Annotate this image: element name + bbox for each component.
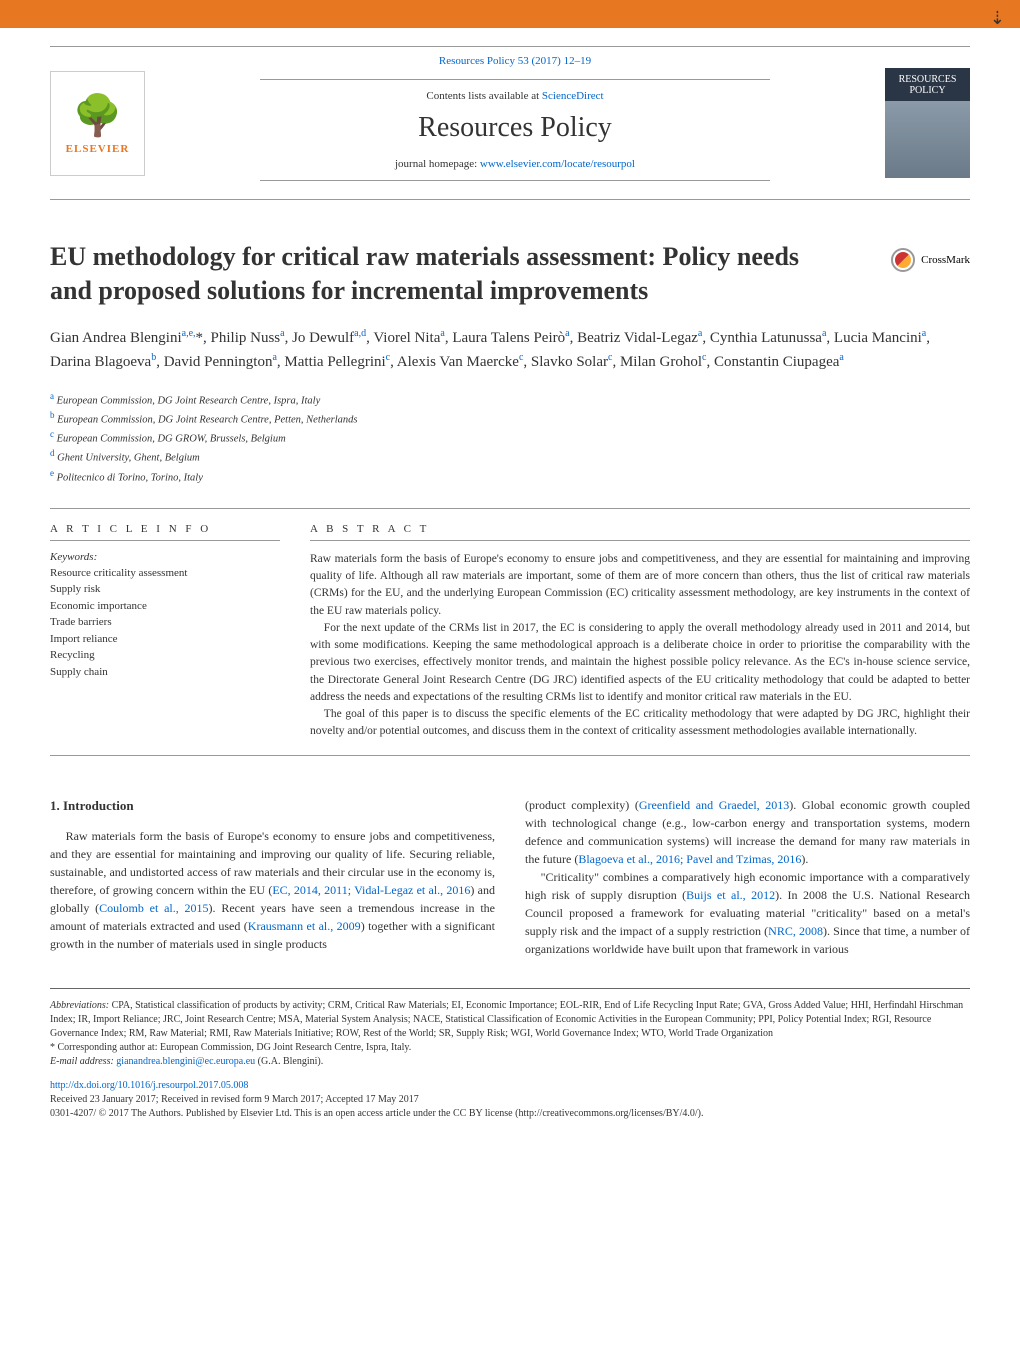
keywords-list: Resource criticality assessmentSupply ri…: [50, 565, 280, 681]
keywords-label: Keywords:: [50, 551, 280, 563]
journal-cover-thumbnail: RESOURCES POLICY: [885, 68, 970, 178]
journal-header: 🌳 ELSEVIER Resources Policy 53 (2017) 12…: [50, 46, 970, 200]
body-paragraph: (product complexity) (Greenfield and Gra…: [525, 796, 970, 868]
authors-list: Gian Andrea Blenginia,e,*, Philip Nussa,…: [50, 326, 970, 374]
body-paragraph: Raw materials form the basis of Europe's…: [50, 827, 495, 953]
citation-link[interactable]: Resources Policy 53 (2017) 12–19: [160, 55, 870, 67]
footer-section: Abbreviations: CPA, Statistical classifi…: [50, 988, 970, 1121]
received-dates: Received 23 January 2017; Received in re…: [50, 1093, 970, 1107]
affiliations-list: a European Commission, DG Joint Research…: [50, 390, 970, 486]
crossmark-badge[interactable]: CrossMark: [891, 248, 970, 272]
abstract-heading: A B S T R A C T: [310, 523, 970, 541]
body-paragraph: "Criticality" combines a comparatively h…: [525, 868, 970, 958]
abbreviations: Abbreviations: CPA, Statistical classifi…: [50, 999, 970, 1041]
introduction-heading: 1. Introduction: [50, 796, 495, 816]
abstract-text: Raw materials form the basis of Europe's…: [310, 551, 970, 741]
license-line: 0301-4207/ © 2017 The Authors. Published…: [50, 1107, 970, 1121]
article-title: EU methodology for critical raw material…: [50, 240, 970, 308]
article-body: 1. Introduction Raw materials form the b…: [50, 796, 970, 958]
sciencedirect-link[interactable]: ScienceDirect: [542, 90, 604, 102]
article-info-sidebar: A R T I C L E I N F O Keywords: Resource…: [50, 523, 280, 741]
article-info-heading: A R T I C L E I N F O: [50, 523, 280, 541]
corresponding-author: * Corresponding author at: European Comm…: [50, 1041, 970, 1055]
top-orange-bar: [0, 0, 1020, 28]
contents-line: Contents lists available at ScienceDirec…: [160, 90, 870, 102]
homepage-line: journal homepage: www.elsevier.com/locat…: [160, 158, 870, 170]
homepage-link[interactable]: www.elsevier.com/locate/resourpol: [480, 158, 635, 170]
download-icon[interactable]: ⇣: [990, 8, 1005, 29]
crossmark-icon: [891, 248, 915, 272]
email-line: E-mail address: gianandrea.blengini@ec.e…: [50, 1055, 970, 1069]
doi-link[interactable]: http://dx.doi.org/10.1016/j.resourpol.20…: [50, 1080, 248, 1091]
journal-title: Resources Policy: [160, 112, 870, 144]
email-link[interactable]: gianandrea.blengini@ec.europa.eu: [116, 1056, 255, 1067]
elsevier-logo: 🌳 ELSEVIER: [50, 71, 145, 176]
